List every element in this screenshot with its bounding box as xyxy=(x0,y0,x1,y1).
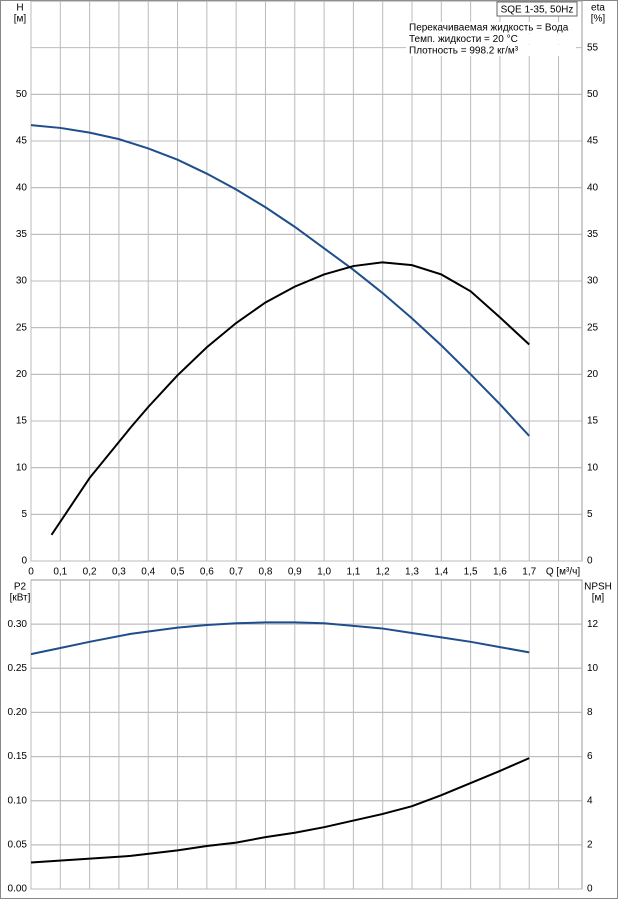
info-box xyxy=(496,1,578,17)
x-tick-label: 1,6 xyxy=(493,567,507,578)
y-tick-label: 30 xyxy=(16,276,28,287)
y-tick-label: 25 xyxy=(16,322,28,333)
x-tick-label: 1,5 xyxy=(464,567,478,578)
y2-tick-label: 4 xyxy=(587,795,593,806)
y2-tick-label: 0 xyxy=(587,884,593,895)
y2-tick-label: 6 xyxy=(587,751,593,762)
y2-tick-label: 40 xyxy=(587,182,599,193)
y-tick-label: 40 xyxy=(16,182,28,193)
y2-tick-label: 12 xyxy=(587,619,599,630)
series-line xyxy=(30,757,530,864)
series-line xyxy=(50,261,530,536)
x-tick-label: 0,6 xyxy=(200,567,214,578)
info-line: Плотность = 998.2 кг/м³ xyxy=(409,46,519,57)
y2-tick-label: 35 xyxy=(587,229,599,240)
y2-axis-unit: [%] xyxy=(591,14,606,25)
y-tick-label: 0.25 xyxy=(8,663,28,674)
x-tick-label: 1,2 xyxy=(376,567,390,578)
x-tick-label: 1,7 xyxy=(522,567,536,578)
y-tick-label: 5 xyxy=(21,509,27,520)
x-tick-label: 0,5 xyxy=(171,567,185,578)
y-tick-label: 0 xyxy=(21,556,27,567)
x-tick-label: 0,3 xyxy=(112,567,126,578)
x-tick-label: 1,1 xyxy=(346,567,360,578)
y2-tick-label: 10 xyxy=(587,462,599,473)
y-tick-label: 15 xyxy=(16,416,28,427)
y2-axis-label: eta xyxy=(591,3,605,14)
y2-tick-label: 30 xyxy=(587,276,599,287)
x-tick-label: 0,7 xyxy=(229,567,243,578)
plot-area xyxy=(30,579,583,890)
x-tick-label: 0,2 xyxy=(83,567,97,578)
y2-tick-label: 15 xyxy=(587,416,599,427)
series-line xyxy=(30,621,530,656)
info-line: Темп. жидкости = 20 °C xyxy=(409,34,518,45)
info-line: Перекачиваемая жидкость = Вода xyxy=(409,23,569,34)
y-tick-label: 0.15 xyxy=(8,751,28,762)
y2-axis-unit: [м] xyxy=(592,593,605,604)
y2-tick-label: 55 xyxy=(587,42,599,53)
y-tick-label: 45 xyxy=(16,136,28,147)
y2-tick-label: 2 xyxy=(587,839,593,850)
x-tick-label: 0,9 xyxy=(288,567,302,578)
y2-tick-label: 20 xyxy=(587,369,599,380)
x-tick-label: 0,1 xyxy=(53,567,67,578)
y-tick-label: 0.20 xyxy=(8,707,28,718)
y2-tick-label: 5 xyxy=(587,509,593,520)
x-tick-label: 0 xyxy=(28,567,34,578)
info-box-text: SQE 1-35, 50Hz xyxy=(501,5,574,16)
y-axis-label: H xyxy=(16,3,23,14)
y-axis-label: P2 xyxy=(14,582,27,593)
y-tick-label: 0.00 xyxy=(8,884,28,895)
y2-tick-label: 0 xyxy=(587,556,593,567)
series-line xyxy=(30,124,530,437)
y2-tick-label: 45 xyxy=(587,136,599,147)
x-axis-label: Q [м³/ч] xyxy=(546,567,581,578)
y2-axis-label: NPSH xyxy=(584,582,612,593)
x-tick-label: 1,3 xyxy=(405,567,419,578)
y-tick-label: 0.10 xyxy=(8,795,28,806)
x-tick-label: 1,4 xyxy=(434,567,448,578)
x-tick-label: 0,8 xyxy=(259,567,273,578)
y-tick-label: 20 xyxy=(16,369,28,380)
y-tick-label: 0.30 xyxy=(8,619,28,630)
y-axis-unit: [м] xyxy=(14,14,27,25)
y-tick-label: 10 xyxy=(16,462,28,473)
info-bg xyxy=(406,45,576,56)
y-axis-unit: [кВт] xyxy=(10,593,31,604)
y2-tick-label: 25 xyxy=(587,322,599,333)
info-bg xyxy=(406,33,576,45)
x-tick-label: 1,0 xyxy=(317,567,331,578)
y2-tick-label: 8 xyxy=(587,707,593,718)
y2-tick-label: 10 xyxy=(587,663,599,674)
y-tick-label: 35 xyxy=(16,229,28,240)
y-tick-label: 0.05 xyxy=(8,839,28,850)
info-bg xyxy=(406,22,576,33)
y2-tick-label: 50 xyxy=(587,89,599,100)
y-tick-label: 50 xyxy=(16,89,28,100)
x-tick-label: 0,4 xyxy=(141,567,155,578)
